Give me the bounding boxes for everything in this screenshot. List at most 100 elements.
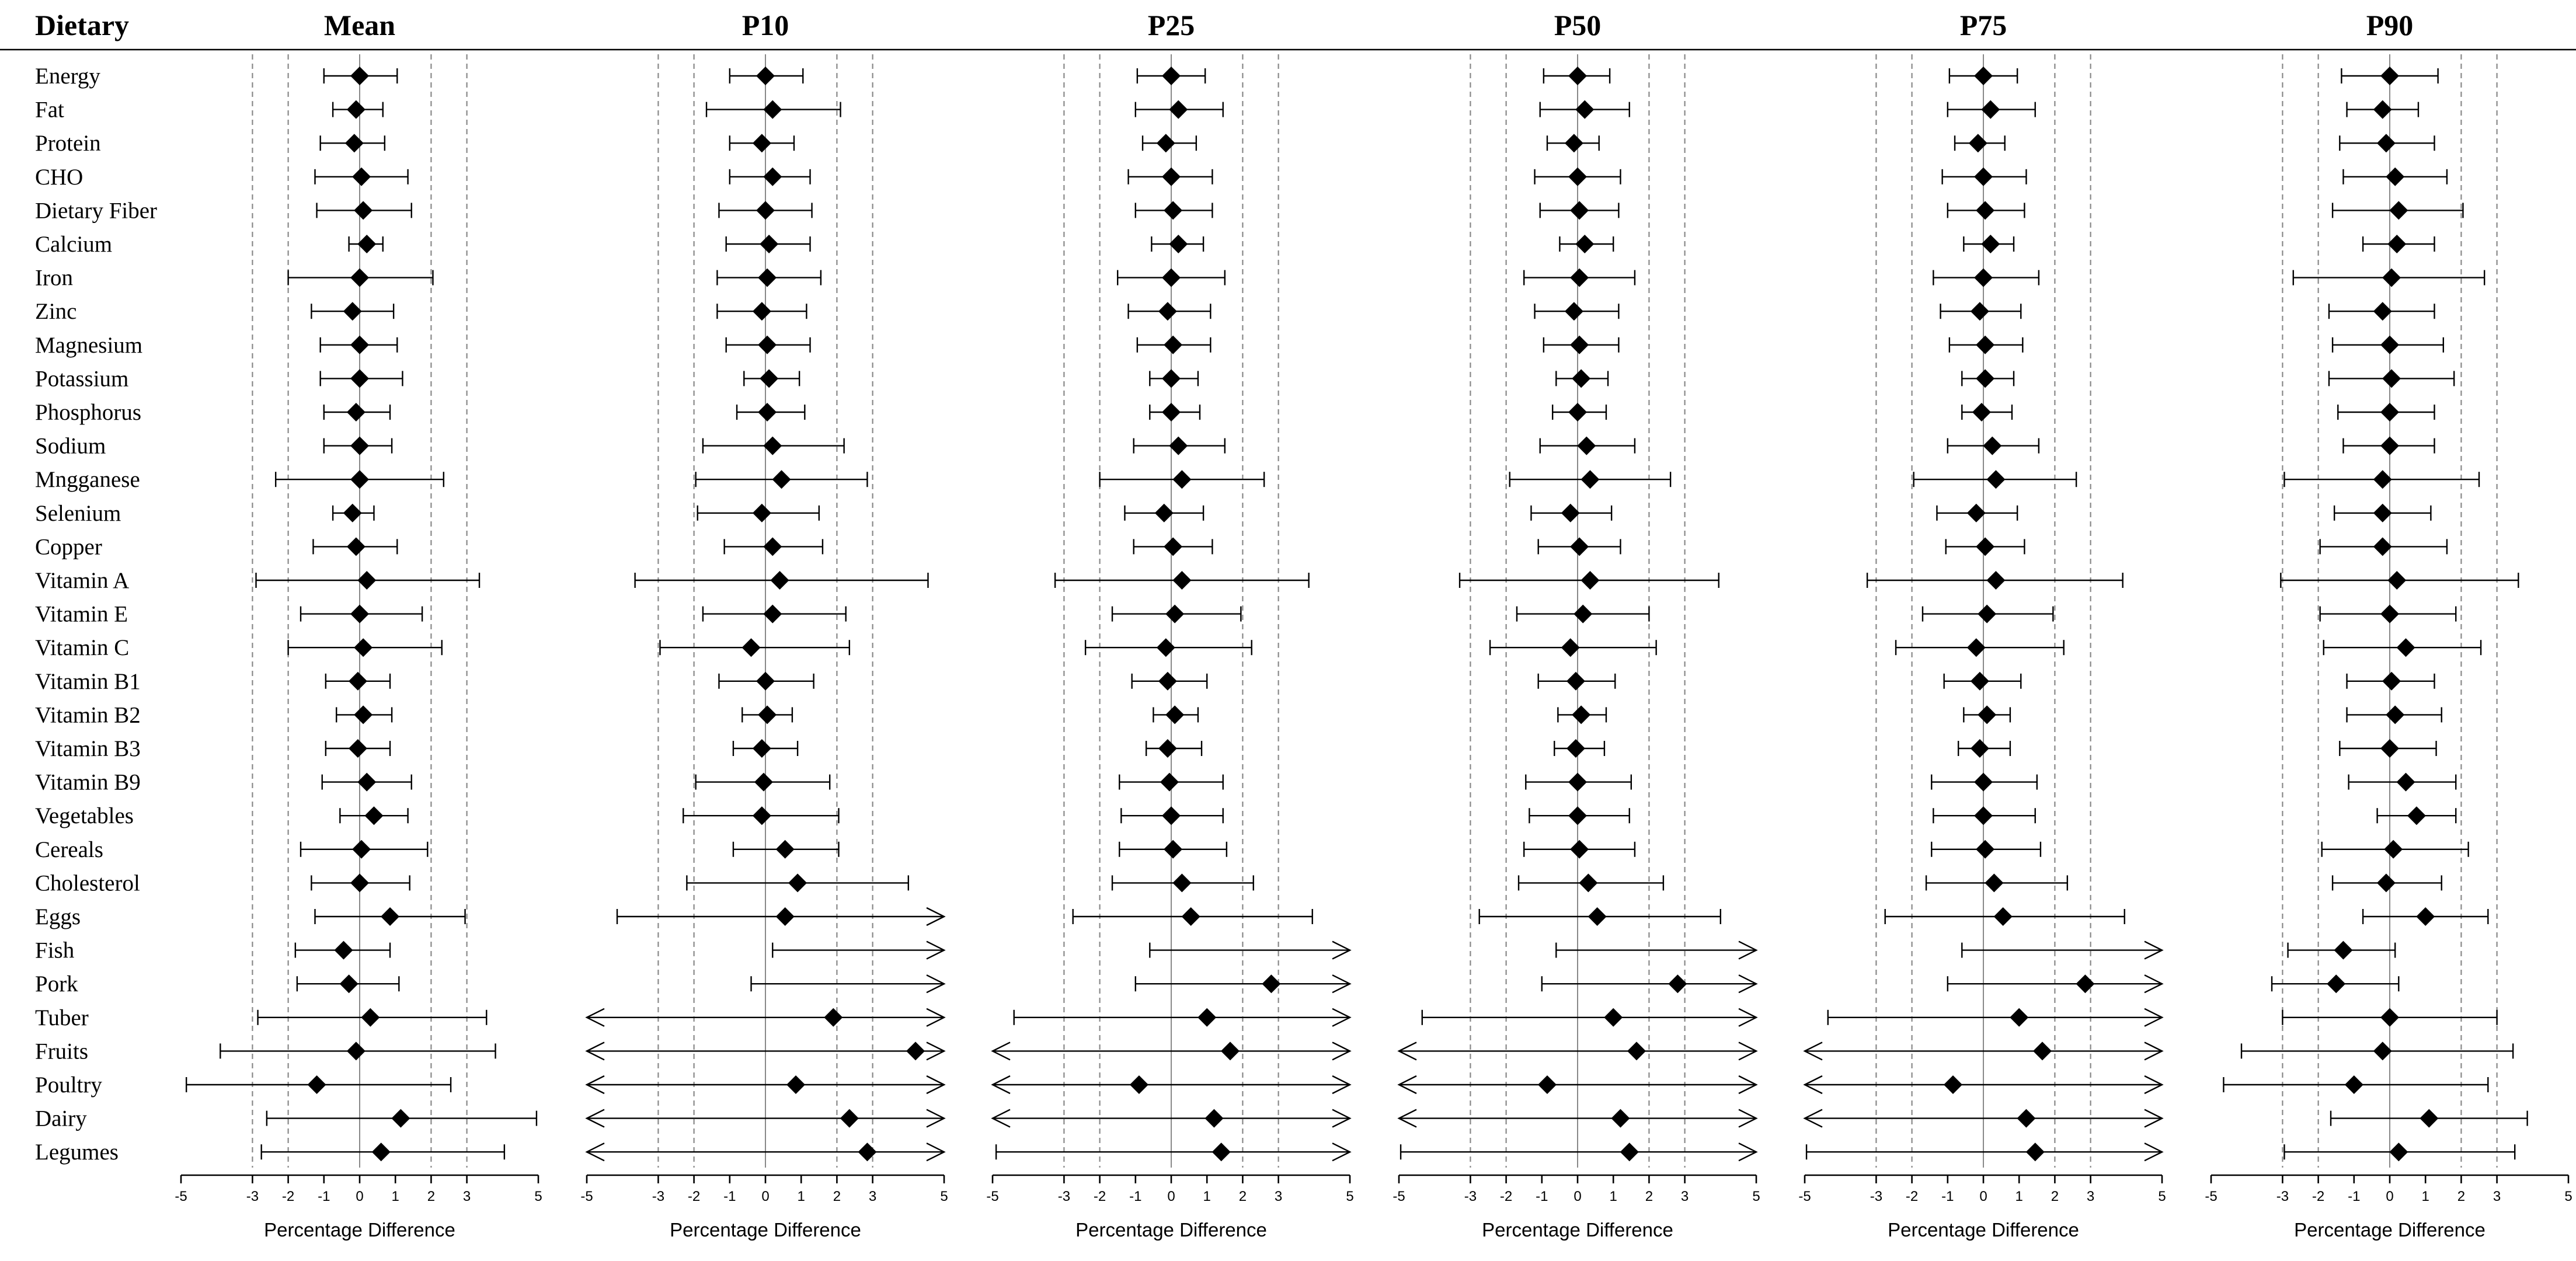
row-label-iron: Iron xyxy=(35,266,73,291)
x-axis: -5 -3 -2 -1 0 1 2 3 5 Percentage Difference xyxy=(2205,1174,2572,1241)
row-vitamin-c xyxy=(659,638,851,657)
row-potassium xyxy=(743,369,800,388)
row-protein xyxy=(1141,134,1198,153)
x-tick-label: 0 xyxy=(1167,1189,1175,1204)
row-cho xyxy=(314,167,409,186)
point-estimate xyxy=(343,503,362,522)
point-estimate xyxy=(2380,604,2399,623)
row-vitamin-b9 xyxy=(321,772,412,792)
row-zinc xyxy=(716,302,807,321)
point-estimate xyxy=(2327,974,2346,994)
point-estimate xyxy=(2373,1041,2392,1061)
row-header: Dietary xyxy=(35,9,129,41)
panel-title: P10 xyxy=(742,9,789,41)
row-zinc xyxy=(2328,302,2435,321)
row-protein xyxy=(1954,134,2006,153)
panel-title: Mean xyxy=(324,9,395,41)
row-dietary-fiber xyxy=(2331,201,2464,220)
point-estimate xyxy=(1568,806,1587,825)
row-label-selenium: Selenium xyxy=(35,501,121,526)
row-eggs xyxy=(1884,907,2125,926)
x-axis-label: Percentage Difference xyxy=(1482,1219,1673,1241)
x-tick-label: 1 xyxy=(1610,1189,1617,1204)
point-estimate xyxy=(2376,134,2396,153)
row-vitamin-b1 xyxy=(325,671,391,691)
row-iron xyxy=(1523,268,1636,287)
panel-p75: P75 -5 -3 -2 -1 0 1 2 3 5 Percentage Difference xyxy=(1798,9,2166,1241)
row-vitamin-a xyxy=(1458,571,1719,590)
point-estimate xyxy=(346,403,365,422)
row-vitamin-e xyxy=(300,604,423,623)
point-estimate xyxy=(1561,638,1580,657)
row-labels: Energy Fat Protein CHO Dietary Fiber Calcium I… xyxy=(35,64,157,1165)
panel-p90: P90 -5 -3 -2 -1 0 1 2 3 5 Percentage Difference xyxy=(2205,9,2572,1241)
x-tick-label: 2 xyxy=(2457,1189,2465,1204)
row-pork xyxy=(1134,974,1352,994)
x-tick-label: 0 xyxy=(356,1189,363,1204)
point-estimate xyxy=(1568,167,1587,186)
row-mngganese xyxy=(1913,470,2077,489)
row-vitamin-c xyxy=(2323,638,2482,657)
x-tick-label: -2 xyxy=(1094,1189,1106,1204)
point-estimate xyxy=(361,1008,380,1027)
point-estimate xyxy=(788,873,807,893)
point-estimate xyxy=(752,503,771,522)
point-estimate xyxy=(1978,604,1997,623)
x-tick-label: -2 xyxy=(2312,1189,2324,1204)
point-estimate xyxy=(1566,739,1585,758)
x-tick-label: -1 xyxy=(723,1189,736,1204)
x-axis: -5 -3 -2 -1 0 1 2 3 5 Percentage Difference xyxy=(175,1174,542,1241)
row-phosphorus xyxy=(1149,403,1201,422)
point-estimate xyxy=(763,167,782,186)
row-vegetables xyxy=(683,806,840,825)
row-label-cereals: Cereals xyxy=(35,837,103,862)
x-axis-label: Percentage Difference xyxy=(670,1219,861,1241)
point-estimate xyxy=(1604,1008,1623,1027)
point-estimate xyxy=(1572,705,1591,724)
row-cereals xyxy=(300,839,429,859)
point-estimate xyxy=(1181,907,1200,926)
point-estimate xyxy=(752,739,771,758)
ci-arrow-right xyxy=(1332,974,1352,994)
row-vitamin-b2 xyxy=(1557,705,1607,724)
row-potassium xyxy=(319,369,403,388)
ci-arrow-right xyxy=(926,1008,946,1027)
row-label-vitamin-b1: Vitamin B1 xyxy=(35,669,141,694)
row-energy xyxy=(729,67,804,85)
point-estimate xyxy=(1986,571,2006,590)
row-mngganese xyxy=(2283,470,2480,489)
point-estimate xyxy=(1158,302,1177,321)
ci-arrow-left xyxy=(585,1142,605,1162)
point-estimate xyxy=(1172,470,1192,489)
row-legumes xyxy=(2283,1142,2516,1162)
row-calcium xyxy=(1559,235,1614,253)
x-tick-label: 1 xyxy=(392,1189,399,1204)
point-estimate xyxy=(1974,167,1993,186)
row-vitamin-b9 xyxy=(1119,772,1224,792)
point-estimate xyxy=(2380,67,2399,85)
row-cereals xyxy=(1523,839,1636,859)
row-dietary-fiber xyxy=(1947,201,2025,220)
point-estimate xyxy=(1198,1008,1217,1027)
row-potassium xyxy=(1555,369,1609,388)
row-sodium xyxy=(2342,436,2435,455)
row-vitamin-e xyxy=(2319,604,2457,623)
row-vitamin-b9 xyxy=(695,772,831,792)
row-label-protein: Protein xyxy=(35,131,101,156)
row-sodium xyxy=(323,436,393,455)
ci-arrow-right xyxy=(1738,1109,1758,1128)
row-calcium xyxy=(1151,235,1205,253)
ci-arrow-left xyxy=(585,1075,605,1095)
point-estimate xyxy=(1570,335,1589,354)
x-axis: -5 -3 -2 -1 0 1 2 3 5 Percentage Difference xyxy=(1393,1174,1760,1241)
point-estimate xyxy=(1970,671,1989,691)
point-estimate xyxy=(1970,739,1989,758)
row-dietary-fiber xyxy=(1134,201,1213,220)
row-vegetables xyxy=(1933,806,2036,825)
point-estimate xyxy=(858,1142,877,1162)
row-potassium xyxy=(2328,369,2455,388)
row-fish xyxy=(1149,940,1352,960)
point-estimate xyxy=(758,335,777,354)
point-estimate xyxy=(1985,873,2004,893)
point-estimate xyxy=(1162,268,1181,287)
